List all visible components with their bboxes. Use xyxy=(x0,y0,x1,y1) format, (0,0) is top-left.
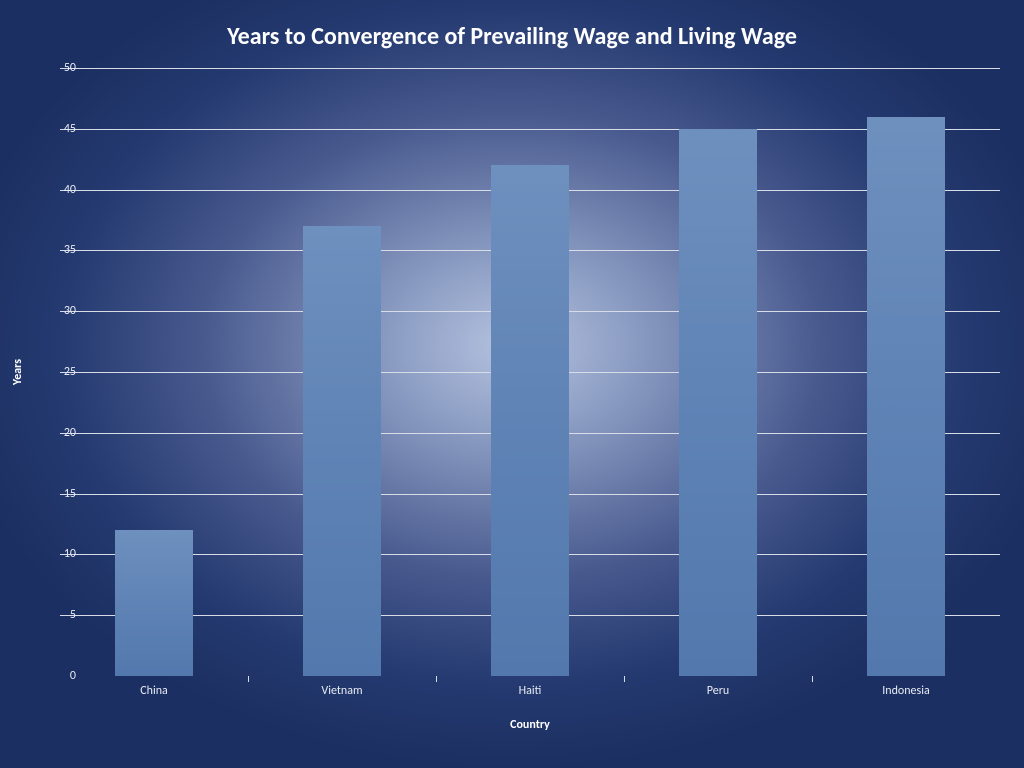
bar xyxy=(303,226,382,676)
bar xyxy=(867,117,946,676)
y-tick-label: 45 xyxy=(46,122,76,136)
y-tick-label: 20 xyxy=(46,426,76,440)
y-tick-label: 5 xyxy=(46,608,76,622)
y-tick-label: 25 xyxy=(46,365,76,379)
chart-title: Years to Convergence of Prevailing Wage … xyxy=(0,22,1024,51)
x-tick-label: Peru xyxy=(707,684,729,698)
y-tick-label: 50 xyxy=(46,61,76,75)
slide-background: Years to Convergence of Prevailing Wage … xyxy=(0,0,1024,768)
y-axis-label: Years xyxy=(11,359,25,385)
x-tick-label: Vietnam xyxy=(321,684,362,698)
y-tick-label: 40 xyxy=(46,183,76,197)
x-tick-mark xyxy=(812,676,813,682)
x-tick-label: Haiti xyxy=(519,684,542,698)
grid-line xyxy=(60,129,1000,130)
grid-line xyxy=(60,68,1000,69)
y-tick-label: 35 xyxy=(46,243,76,257)
x-axis-label: Country xyxy=(510,718,550,732)
y-tick-label: 15 xyxy=(46,487,76,501)
x-tick-mark xyxy=(624,676,625,682)
y-tick-label: 10 xyxy=(46,547,76,561)
x-tick-mark xyxy=(436,676,437,682)
y-tick-label: 30 xyxy=(46,304,76,318)
bar xyxy=(491,165,570,676)
x-tick-label: Indonesia xyxy=(882,684,929,698)
y-tick-label: 0 xyxy=(46,669,76,683)
plot-area xyxy=(60,68,1000,676)
bar xyxy=(115,530,194,676)
bar xyxy=(679,129,758,676)
x-tick-mark xyxy=(248,676,249,682)
x-tick-label: China xyxy=(140,684,168,698)
